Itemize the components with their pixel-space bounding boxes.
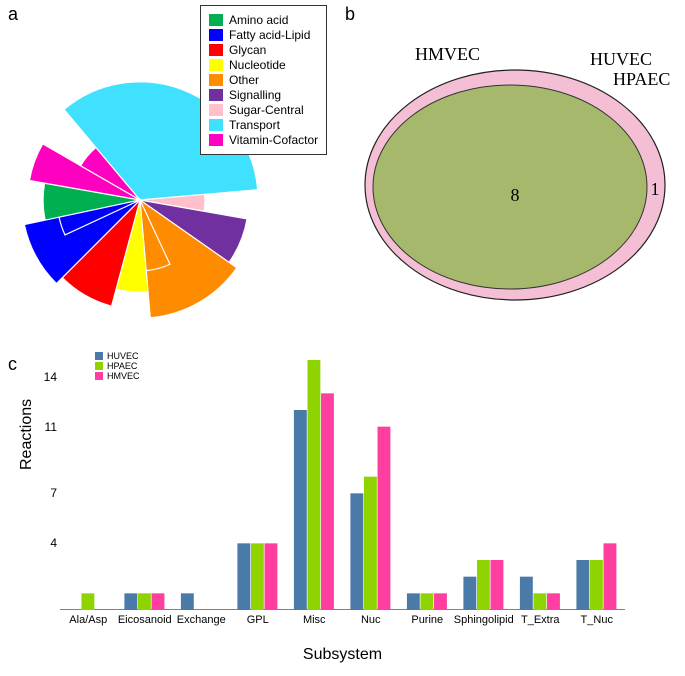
x-tick-label: Misc: [303, 614, 326, 626]
legend-label: Fatty acid-Lipid: [229, 28, 310, 42]
bar: [547, 593, 560, 610]
legend-swatch: [209, 29, 223, 41]
y-tick-label: 11: [45, 420, 57, 434]
legend-row: Transport: [209, 118, 318, 132]
venn-diagram: 8 1 HMVEC HUVECHPAEC: [355, 30, 675, 310]
bar: [350, 493, 363, 610]
legend-swatch: [209, 104, 223, 116]
y-axis-label: Reactions: [18, 399, 36, 470]
venn-set-label: HUVEC: [590, 49, 652, 69]
x-axis-label: Subsystem: [0, 646, 685, 664]
legend-swatch: [209, 89, 223, 101]
bar: [124, 593, 137, 610]
bar: [420, 593, 433, 610]
panel-a: a Amino acidFatty acid-LipidGlycanNucleo…: [0, 0, 345, 340]
bar-chart: [60, 360, 625, 610]
x-tick-label: T_Nuc: [581, 614, 613, 626]
bar: [138, 593, 151, 610]
legend-label: Signalling: [229, 88, 281, 102]
bar: [434, 593, 447, 610]
venn-right-value: 1: [651, 179, 660, 199]
panel-c-label: c: [8, 354, 17, 375]
y-ticks: 4 7 11 14: [35, 360, 57, 610]
bar: [407, 593, 420, 610]
bar: [294, 410, 307, 610]
bar: [604, 543, 617, 610]
panel-a-legend: Amino acidFatty acid-LipidGlycanNucleoti…: [200, 5, 327, 155]
bar: [321, 393, 334, 610]
y-tick-label: 14: [44, 370, 57, 384]
x-tick-label: Exchange: [177, 614, 226, 626]
legend-label: Nucleotide: [229, 58, 286, 72]
legend-swatch: [95, 352, 103, 360]
bar: [533, 593, 546, 610]
bar: [265, 543, 278, 610]
legend-row: Signalling: [209, 88, 318, 102]
bar: [576, 560, 589, 610]
bar: [237, 543, 250, 610]
bar: [364, 477, 377, 610]
x-tick-label: Eicosanoid: [118, 614, 172, 626]
bar: [251, 543, 264, 610]
legend-label: Glycan: [229, 43, 266, 57]
legend-row: Vitamin-Cofactor: [209, 133, 318, 147]
bar: [152, 593, 165, 610]
legend-row: Other: [209, 73, 318, 87]
legend-swatch: [209, 14, 223, 26]
bar: [81, 593, 94, 610]
legend-swatch: [209, 134, 223, 146]
bar: [307, 360, 320, 610]
x-tick-label: GPL: [247, 614, 269, 626]
legend-label: Other: [229, 73, 259, 87]
bar: [181, 593, 194, 610]
panel-c: c HUVECHPAECHMVEC Reactions 471114 Ala/A…: [0, 350, 685, 670]
bar: [520, 577, 533, 610]
legend-swatch: [209, 44, 223, 56]
y-tick-label: 4: [50, 536, 57, 550]
legend-label: Sugar-Central: [229, 103, 304, 117]
bar: [590, 560, 603, 610]
bar: [477, 560, 490, 610]
legend-label: Transport: [229, 118, 280, 132]
legend-row: Glycan: [209, 43, 318, 57]
panel-b-label: b: [345, 4, 355, 25]
bar: [491, 560, 504, 610]
venn-set-label: HPAEC: [613, 69, 670, 89]
x-tick-label: Ala/Asp: [69, 614, 107, 626]
legend-label: Vitamin-Cofactor: [229, 133, 318, 147]
x-tick-label: T_Extra: [521, 614, 560, 626]
x-tick-label: Nuc: [361, 614, 381, 626]
legend-row: Sugar-Central: [209, 103, 318, 117]
legend-label: Amino acid: [229, 13, 288, 27]
legend-row: Fatty acid-Lipid: [209, 28, 318, 42]
bar: [378, 427, 391, 610]
x-tick-label: Sphingolipid: [454, 614, 514, 626]
legend-swatch: [209, 59, 223, 71]
legend-swatch: [209, 119, 223, 131]
x-tick-label: Purine: [411, 614, 443, 626]
bar: [463, 577, 476, 610]
legend-swatch: [209, 74, 223, 86]
y-tick-label: 7: [50, 486, 57, 500]
venn-set-label: HMVEC: [415, 44, 480, 64]
legend-row: Nucleotide: [209, 58, 318, 72]
panel-a-label: a: [8, 4, 18, 25]
x-ticks: Ala/Asp Eicosanoid Exchange GPL Misc Nuc Purin…: [60, 610, 625, 650]
venn-center-value: 8: [511, 185, 520, 205]
legend-row: Amino acid: [209, 13, 318, 27]
panel-b: b 8 1 HMVEC HUVECHPAEC: [345, 0, 685, 340]
